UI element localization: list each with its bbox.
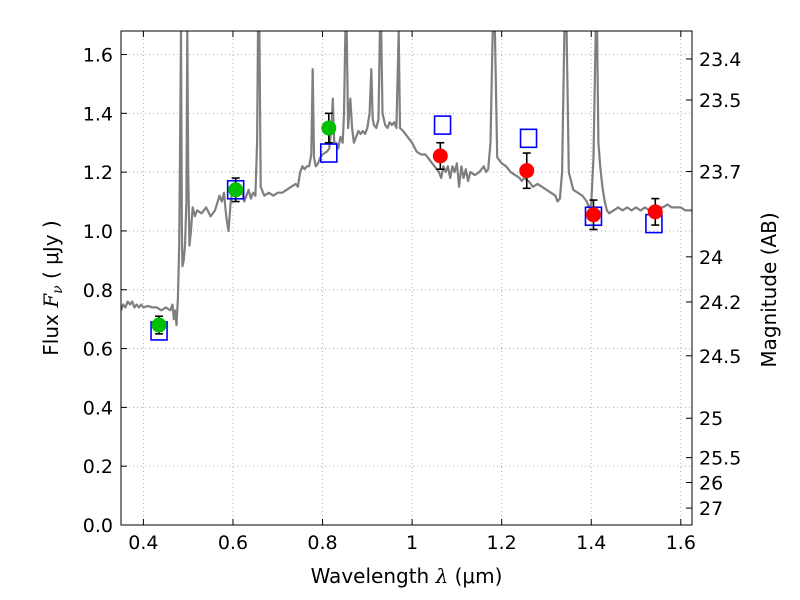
- y-axis-label-sub: ν: [50, 285, 66, 294]
- magnitude-tick-label: 25: [699, 408, 723, 430]
- magnitude-tick-label: 24.2: [699, 292, 741, 314]
- y-tick-label: 0.6: [83, 339, 113, 361]
- y-tick-label: 0.2: [83, 456, 113, 478]
- plot-frame: [120, 30, 693, 526]
- x-axis-label-unit: (μm): [448, 564, 502, 588]
- flux-point: [321, 120, 337, 136]
- model-spectrum: [121, 31, 692, 327]
- flux-point: [432, 148, 448, 164]
- flux-point: [151, 317, 167, 333]
- synthetic-flux-box: [319, 143, 338, 163]
- x-tick-label: 0.6: [218, 532, 248, 554]
- x-tick-label: 1: [406, 532, 418, 554]
- magnitude-tick-label: 24: [699, 247, 723, 269]
- flux-point: [647, 204, 663, 220]
- magnitude-tick-label: 23.4: [699, 49, 741, 71]
- axis-ticks: 0.4 0.6 0.8 1 1.2 1.4 1.6 0.0 0.2 0.4 0.6 0.8 1.0 1.2…: [83, 31, 741, 554]
- x-axis-label-math: λ: [435, 564, 449, 588]
- model-spectrum-line: [121, 31, 692, 327]
- y-axis-label-math: F: [39, 293, 63, 309]
- magnitude-tick-label: 25.5: [699, 448, 741, 470]
- flux-point: [228, 182, 244, 198]
- synthetic-flux-box: [433, 115, 452, 135]
- magnitude-tick-label: 23.5: [699, 90, 741, 112]
- flux-point: [585, 207, 601, 223]
- magnitude-tick-label: 24.5: [699, 346, 741, 368]
- grid-lines: [121, 31, 692, 526]
- flux-point: [519, 163, 535, 179]
- magnitude-tick-label: 26: [699, 472, 723, 494]
- x-tick-label: 1.4: [576, 532, 606, 554]
- y-tick-label: 0.0: [83, 515, 113, 537]
- x-tick-label: 0.4: [128, 532, 158, 554]
- x-tick-label: 0.8: [307, 532, 337, 554]
- y-tick-label: 1.4: [83, 103, 113, 125]
- y-tick-label: 0.4: [83, 397, 113, 419]
- x-tick-label: 1.2: [487, 532, 517, 554]
- magnitude-tick-label: 27: [699, 498, 723, 520]
- x-axis-label-text: Wavelength: [311, 564, 436, 588]
- y-axis-label-unit: ( μJy ): [39, 220, 63, 285]
- y-tick-label: 1.0: [83, 221, 113, 243]
- magnitude-tick-label: 23.7: [699, 161, 741, 183]
- y-tick-label: 1.6: [83, 45, 113, 67]
- y-axis-label-text: Flux: [39, 308, 63, 356]
- y-tick-label: 1.2: [83, 162, 113, 184]
- magnitude-axis-label: Magnitude (AB): [757, 212, 781, 367]
- y-tick-label: 0.8: [83, 280, 113, 302]
- x-axis-label: Wavelength λ (μm): [311, 564, 503, 588]
- synthetic-flux-box: [519, 128, 538, 149]
- y-axis-label: Flux Fν ( μJy ): [39, 220, 66, 355]
- observed-photometry: [151, 112, 663, 335]
- x-tick-label: 1.6: [666, 532, 696, 554]
